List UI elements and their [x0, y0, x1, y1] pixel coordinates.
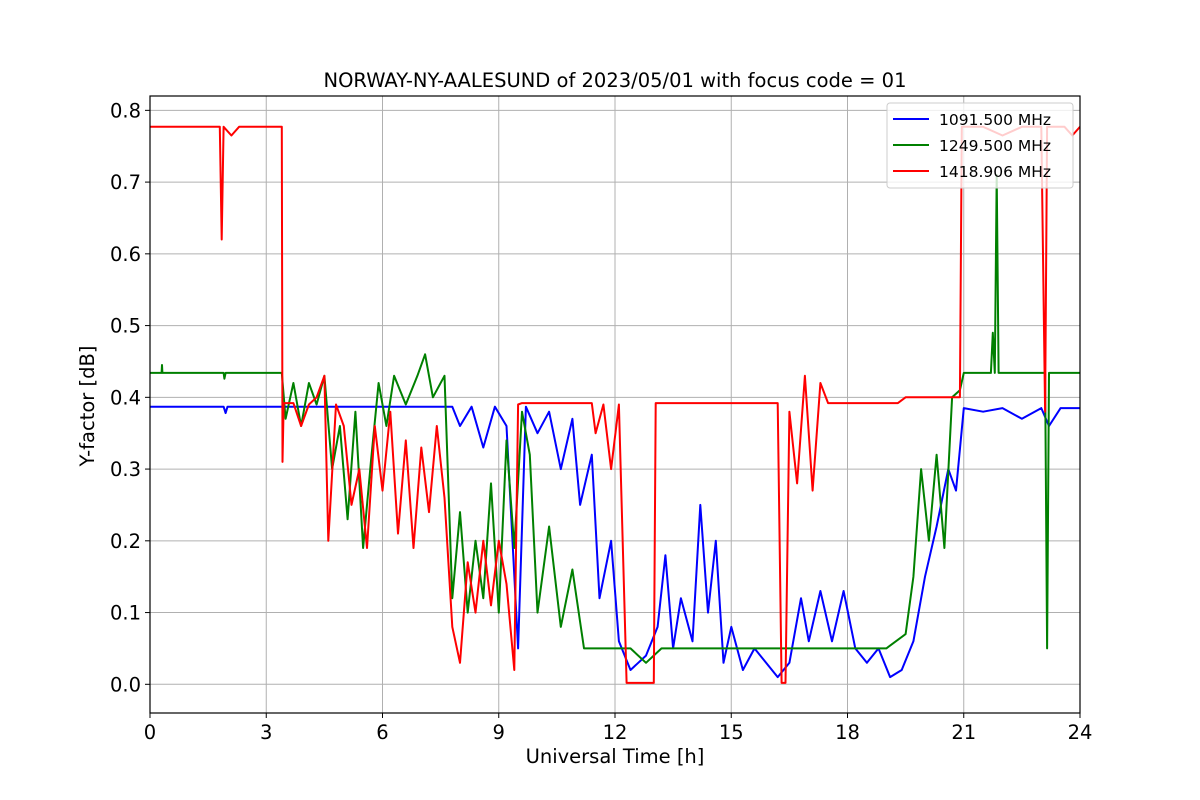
legend-label: 1091.500 MHz	[939, 111, 1051, 129]
x-tick-label: 21	[951, 721, 976, 744]
series-line-3	[150, 125, 1080, 684]
y-axis-label: Y-factor [dB]	[76, 346, 99, 468]
x-tick-label: 18	[835, 721, 860, 744]
x-tick-label: 0	[144, 721, 156, 744]
x-tick-label: 12	[603, 721, 628, 744]
y-tick-label: 0.4	[110, 386, 141, 409]
x-tick-label: 6	[376, 721, 388, 744]
x-tick-label: 9	[493, 721, 505, 744]
x-tick-label: 24	[1068, 721, 1093, 744]
series-line-2	[150, 173, 1080, 664]
x-tick-label: 15	[719, 721, 744, 744]
y-tick-label: 0.8	[110, 99, 141, 122]
legend-box	[886, 102, 1074, 189]
chart-title: NORWAY-NY-AALESUND of 2023/05/01 with fo…	[324, 69, 907, 92]
y-tick-label: 0.5	[110, 315, 141, 338]
x-axis-label: Universal Time [h]	[526, 745, 705, 768]
y-tick-label: 0.1	[110, 602, 141, 625]
legend: 1091.500 MHz 1249.500 MHz 1418.906 MHz	[886, 102, 1074, 189]
axis-ticks: 0 3 6 9 12 15 18 21 24 0.0 0.1 0.2 0.3 0.4 0.5 0.6 0.7 0.…	[110, 99, 1092, 744]
y-tick-label: 0.3	[110, 458, 141, 481]
x-tick-label: 3	[260, 721, 272, 744]
y-tick-label: 0.0	[110, 673, 141, 696]
legend-label: 1418.906 MHz	[939, 163, 1051, 181]
y-tick-label: 0.6	[110, 243, 141, 266]
plot-series	[150, 125, 1080, 684]
legend-label: 1249.500 MHz	[939, 137, 1051, 155]
y-tick-label: 0.2	[110, 530, 141, 553]
y-tick-label: 0.7	[110, 171, 141, 194]
